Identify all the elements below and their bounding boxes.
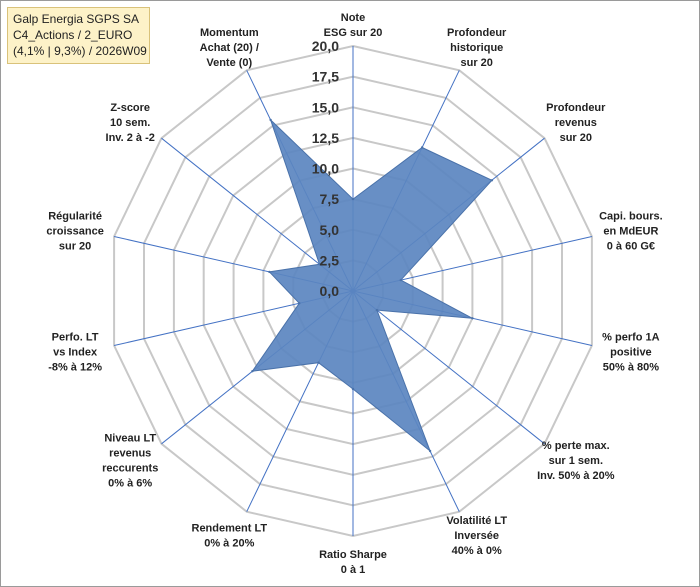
axis-label: Profondeur	[546, 102, 606, 114]
axis-label: Perfo. LT	[52, 331, 99, 343]
chart-title-box: Galp Energia SGPS SA C4_Actions / 2_EURO…	[7, 7, 150, 64]
axis-label: revenus	[555, 117, 597, 129]
axis-label: Volatilité LT	[446, 515, 507, 527]
axis-label: croissance	[46, 226, 103, 238]
axis-label: Inv. 50% à 20%	[537, 470, 615, 482]
tick-label: 15,0	[312, 99, 339, 115]
axis-label: Inv. 2 à -2	[106, 132, 155, 144]
axis-label: Momentum	[200, 27, 259, 39]
axis-label: Z-score	[110, 102, 150, 114]
data-point	[375, 308, 379, 312]
data-point	[490, 179, 494, 182]
axis-spoke	[352, 290, 545, 445]
axis-label: 0 à 60 G€	[607, 241, 655, 253]
tick-label: 0,0	[320, 283, 340, 299]
axis-label: Régularité	[48, 211, 102, 223]
data-point	[351, 387, 355, 391]
data-point	[428, 449, 432, 453]
axis-label: positive	[610, 346, 652, 358]
axis-label: Ratio Sharpe	[319, 549, 387, 561]
axis-label: -8% à 12%	[48, 361, 102, 373]
data-point	[399, 278, 402, 282]
axis-label: Rendement LT	[192, 523, 268, 535]
axis-label: 0% à 6%	[108, 478, 152, 490]
tick-label: 12,5	[312, 130, 339, 146]
axis-label: reccurents	[102, 463, 158, 475]
tick-label: 7,5	[320, 191, 340, 207]
axis-label: vs Index	[53, 346, 98, 358]
tick-label: 17,5	[312, 69, 339, 85]
data-point	[298, 302, 301, 305]
axis-label: % perte max.	[542, 440, 610, 452]
title-line-2: C4_Actions / 2_EURO	[13, 28, 133, 42]
data-point	[351, 197, 355, 201]
data-point	[420, 146, 424, 149]
data-point	[317, 361, 320, 364]
axis-label: Niveau LT	[104, 433, 156, 445]
label-layer: Note ESG sur 20 Profondeur historique sur 20…	[46, 12, 662, 576]
axis-label: 40% à 0%	[452, 545, 502, 557]
axis-label: ESG sur 20	[324, 27, 383, 39]
axis-label: 50% à 80%	[603, 361, 659, 373]
data-point	[251, 370, 254, 373]
tick-label: 10,0	[312, 161, 339, 177]
tick-label: 5,0	[320, 222, 340, 238]
series-layer	[251, 118, 494, 453]
axis-label: revenus	[109, 448, 151, 460]
axis-label: Inversée	[454, 530, 499, 542]
axis-label: Profondeur	[447, 27, 507, 39]
axis-label: historique	[450, 42, 503, 54]
title-line-1: Galp Energia SGPS SA	[13, 12, 140, 26]
axis-label: 0% à 20%	[204, 538, 254, 550]
axis-label: Capi. bours.	[599, 211, 663, 223]
title-line-3: (4,1% | 9,3%) / 2026W09	[13, 44, 147, 58]
axis-label: Vente (0)	[206, 57, 252, 69]
tick-layer: 0,0 2,5 5,0 7,5 10,0 12,5 15,0 17,5 20,0	[312, 38, 339, 299]
axis-label: sur 20	[59, 241, 91, 253]
data-point	[471, 317, 474, 320]
series-area	[251, 119, 493, 453]
axis-label: 10 sem.	[110, 117, 150, 129]
data-point	[318, 263, 321, 266]
tick-label: 20,0	[312, 38, 339, 54]
axis-label: % perfo 1A	[602, 331, 660, 343]
axis-label: sur 20	[460, 57, 492, 69]
axis-label: 0 à 1	[341, 564, 365, 576]
axis-label: Achat (20) /	[200, 42, 259, 54]
axis-label: sur 1 sem.	[549, 455, 603, 467]
axis-label: en MdEUR	[603, 226, 658, 238]
data-point	[269, 118, 272, 122]
axis-label: Note	[341, 12, 365, 24]
axis-label: sur 20	[560, 132, 592, 144]
data-point	[268, 270, 271, 274]
tick-label: 2,5	[320, 252, 340, 268]
